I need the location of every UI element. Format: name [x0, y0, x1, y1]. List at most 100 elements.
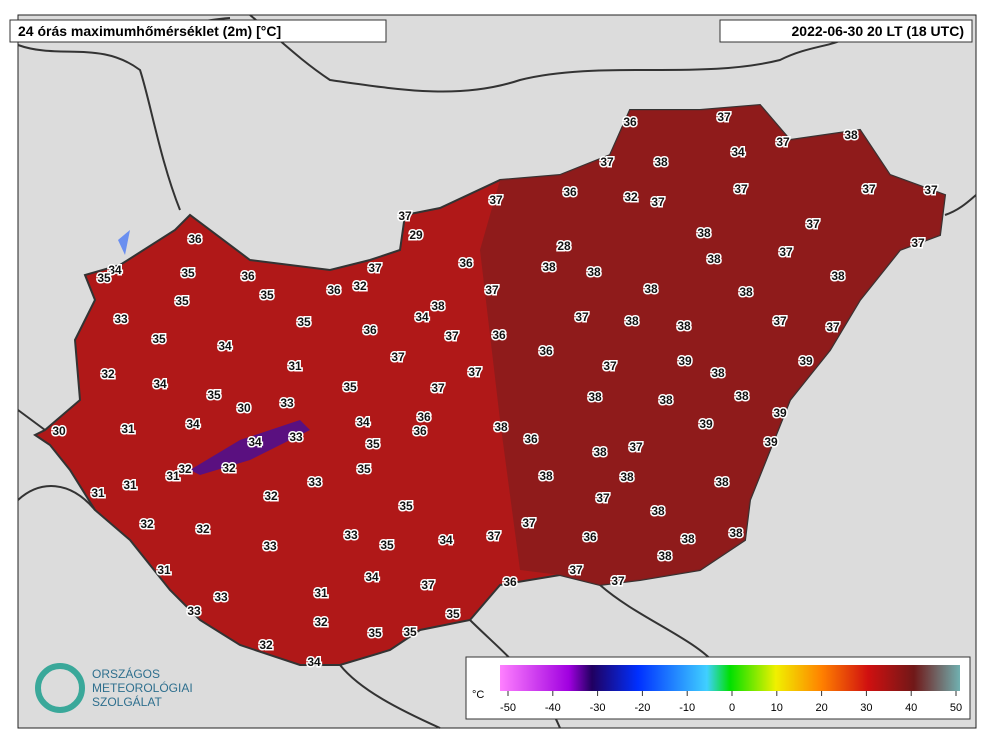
station-value: 33	[308, 475, 322, 489]
station-value: 33	[344, 528, 358, 542]
station-value: 32	[353, 279, 367, 293]
station-value: 32	[101, 367, 115, 381]
station-value: 38	[697, 226, 711, 240]
station-value: 31	[157, 563, 171, 577]
station-value: 32	[314, 615, 328, 629]
station-value: 32	[222, 461, 236, 475]
legend-tick-label: 10	[771, 702, 783, 714]
colorbar	[500, 665, 960, 691]
station-value: 34	[153, 377, 167, 391]
station-value: 36	[188, 232, 202, 246]
station-value: 35	[357, 462, 371, 476]
station-value: 38	[654, 155, 668, 169]
station-value: 39	[678, 354, 692, 368]
title: 24 órás maximumhőmérséklet (2m) [°C]	[18, 23, 281, 39]
station-value: 37	[485, 283, 499, 297]
hot-region	[480, 105, 945, 585]
station-value: 38	[431, 299, 445, 313]
station-value: 31	[166, 469, 180, 483]
station-value: 28	[557, 239, 571, 253]
station-value: 35	[399, 499, 413, 513]
legend-tick-label: 0	[729, 702, 735, 714]
station-value: 30	[237, 401, 251, 415]
station-value: 37	[487, 529, 501, 543]
station-value: 32	[178, 462, 192, 476]
station-value: 38	[729, 526, 743, 540]
station-value: 31	[123, 478, 137, 492]
station-value: 38	[715, 475, 729, 489]
legend-tick-label: -40	[545, 702, 561, 714]
station-value: 35	[152, 332, 166, 346]
station-value: 35	[446, 607, 460, 621]
station-value: 36	[327, 283, 341, 297]
station-value: 37	[600, 155, 614, 169]
station-value: 34	[307, 655, 321, 669]
lake	[118, 230, 130, 255]
station-value: 33	[187, 604, 201, 618]
station-value: 38	[593, 445, 607, 459]
station-value: 37	[806, 217, 820, 231]
station-value: 34	[186, 417, 200, 431]
station-value: 39	[773, 406, 787, 420]
station-value: 35	[343, 380, 357, 394]
station-value: 37	[826, 320, 840, 334]
station-value: 39	[699, 417, 713, 431]
station-value: 35	[175, 294, 189, 308]
station-value: 38	[739, 285, 753, 299]
legend-ticks: -50 -40 -30 -20 -10 0 10 20 30 40 50	[500, 691, 962, 714]
station-value: 37	[611, 574, 625, 588]
station-value: 38	[681, 532, 695, 546]
station-value: 34	[415, 310, 429, 324]
legend-unit: °C	[472, 689, 484, 701]
legend-tick-label: 30	[860, 702, 872, 714]
station-value: 31	[314, 586, 328, 600]
station-value: 38	[588, 390, 602, 404]
legend-tick-label: -20	[634, 702, 650, 714]
station-value: 37	[603, 359, 617, 373]
station-value: 37	[489, 193, 503, 207]
station-value: 36	[492, 328, 506, 342]
station-value: 32	[196, 522, 210, 536]
station-value: 38	[542, 260, 556, 274]
station-value: 37	[596, 491, 610, 505]
station-value: 38	[644, 282, 658, 296]
station-value: 37	[575, 310, 589, 324]
station-value: 33	[280, 396, 294, 410]
legend-tick-label: -50	[500, 702, 516, 714]
station-value: 38	[711, 366, 725, 380]
station-value: 32	[624, 190, 638, 204]
title-box	[9, 19, 387, 43]
station-value: 35	[181, 266, 195, 280]
station-value: 37	[651, 195, 665, 209]
station-value: 31	[91, 486, 105, 500]
station-value: 35	[207, 388, 221, 402]
station-value: 37	[445, 329, 459, 343]
legend-tick-label: 20	[815, 702, 827, 714]
station-value: 35	[297, 315, 311, 329]
station-value: 37	[391, 350, 405, 364]
station-value: 39	[799, 354, 813, 368]
logo-text: METEOROLÓGIAI	[92, 680, 193, 695]
station-value: 38	[677, 319, 691, 333]
station-value: 34	[731, 145, 745, 159]
station-value: 38	[620, 470, 634, 484]
station-value: 29	[409, 228, 423, 242]
logo-mark	[35, 663, 85, 713]
station-value: 36	[563, 185, 577, 199]
station-value: 38	[659, 393, 673, 407]
station-value: 37	[569, 563, 583, 577]
station-value: 37	[773, 314, 787, 328]
time-box	[719, 19, 973, 43]
station-value: 37	[368, 261, 382, 275]
station-value: 38	[651, 504, 665, 518]
station-value: 38	[735, 389, 749, 403]
station-value: 36	[539, 344, 553, 358]
station-value: 37	[717, 110, 731, 124]
station-value: 38	[831, 269, 845, 283]
station-value: 38	[707, 252, 721, 266]
station-value: 35	[403, 625, 417, 639]
station-value: 32	[264, 489, 278, 503]
logo-text: SZOLGÁLAT	[92, 694, 162, 709]
